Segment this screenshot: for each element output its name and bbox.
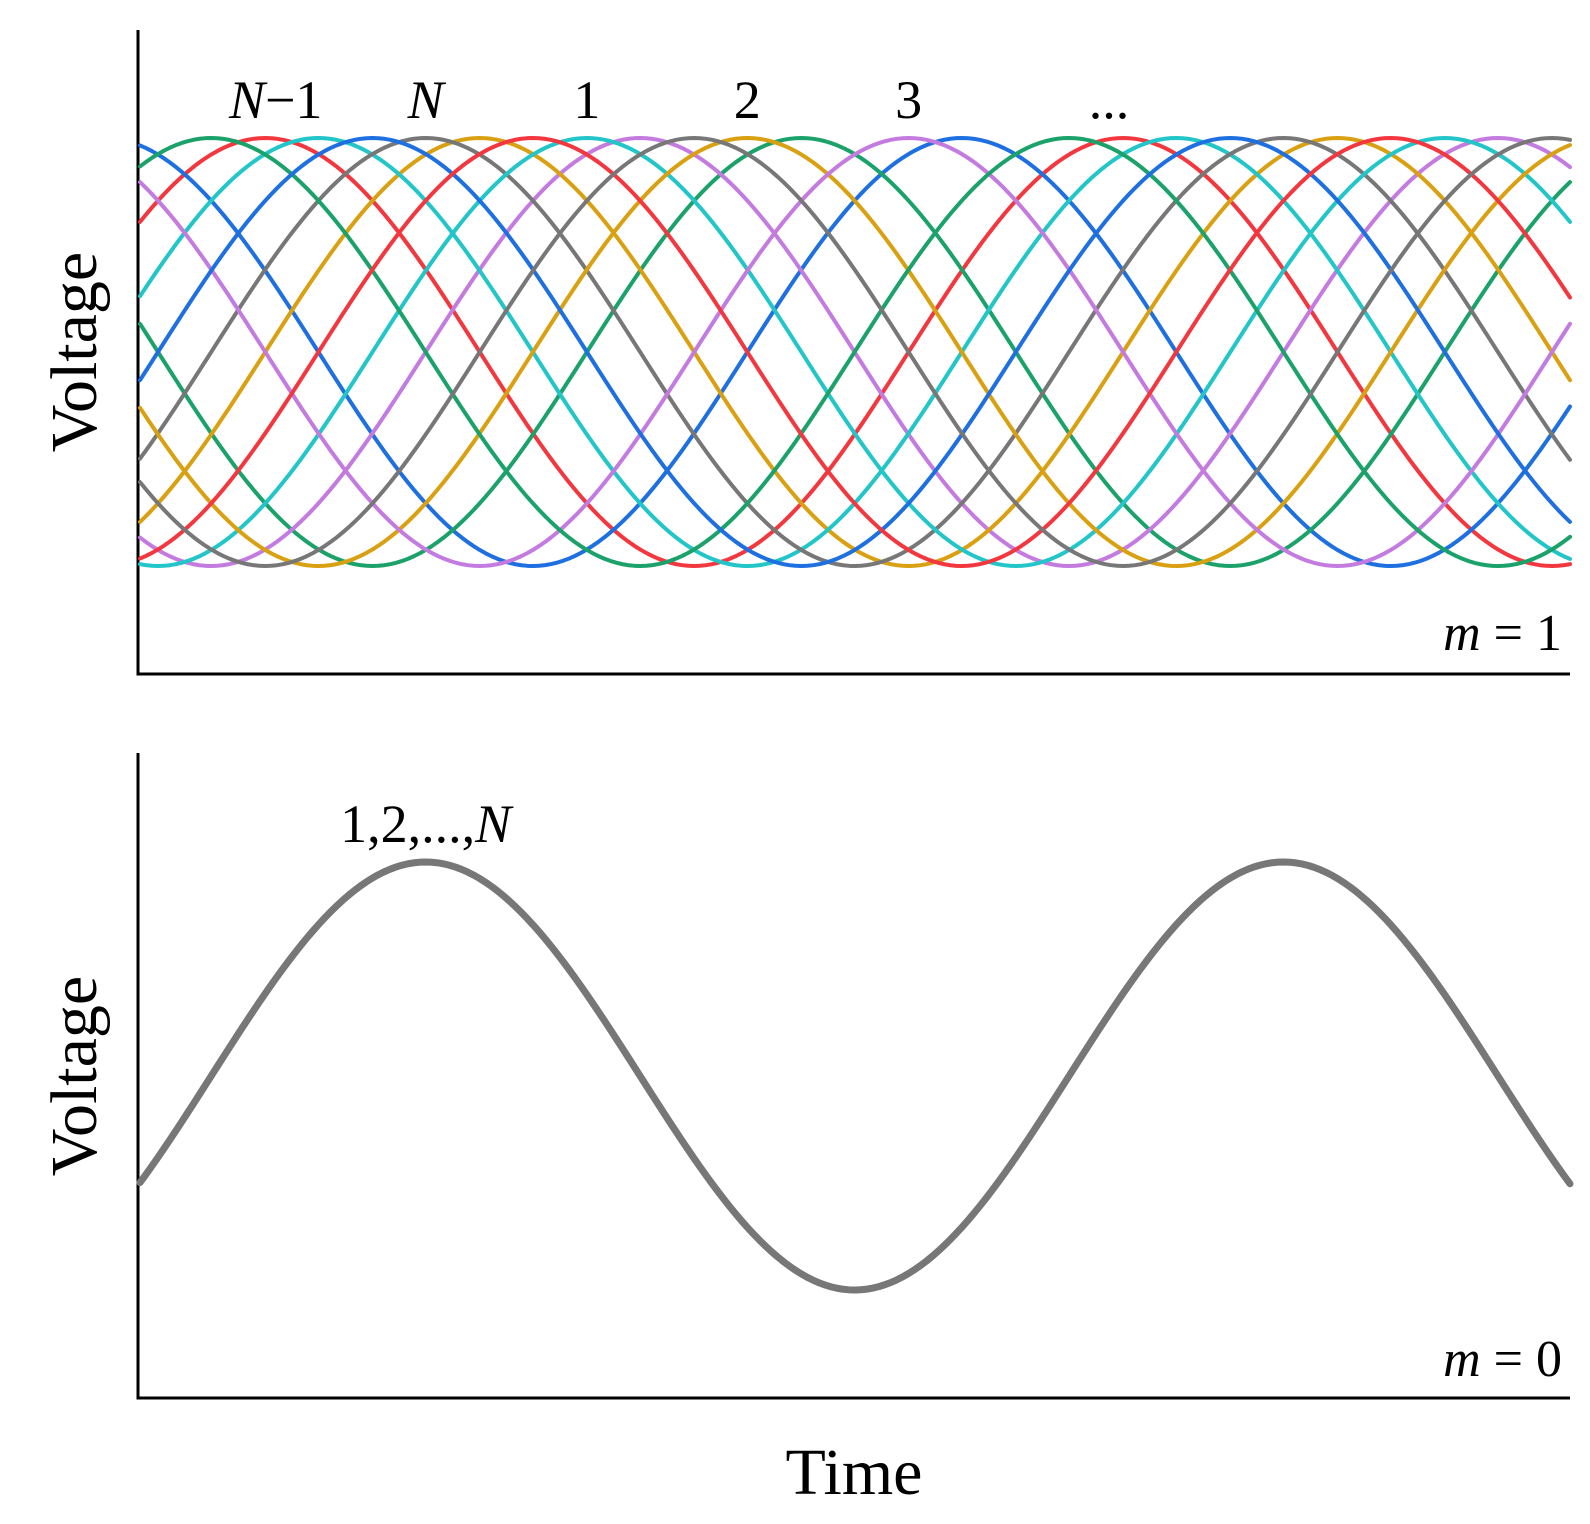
series-phase-label: 2 — [734, 70, 761, 130]
series-line — [138, 136, 1572, 568]
mode-label: m = 0 — [1443, 1331, 1562, 1388]
phase-label-part: 1 — [573, 70, 600, 130]
phase-label-part: 3 — [895, 70, 922, 130]
mode-label-value: = 1 — [1481, 605, 1562, 662]
series-line — [138, 136, 1572, 568]
series-phase-label: N — [407, 70, 447, 130]
series-line — [138, 136, 1572, 568]
y-axis-label: Voltage — [38, 252, 111, 452]
series-line — [136, 858, 1574, 1294]
series-line — [138, 136, 1572, 568]
series-group — [136, 858, 1574, 1294]
series-phase-label: 1,2,...,N — [340, 794, 514, 854]
chart-panel-m0: 1,2,...,N Voltage m = 0 Time — [38, 753, 1574, 1509]
phase-label-part: N — [407, 70, 447, 130]
mode-label-variable: m — [1443, 1331, 1481, 1388]
mode-label: m = 1 — [1443, 605, 1562, 662]
series-group — [138, 136, 1572, 568]
phase-label-part: 1,2,..., — [340, 794, 475, 854]
phase-label-part: N — [474, 794, 514, 854]
series-line — [138, 136, 1572, 568]
phase-label-part: −1 — [265, 70, 322, 130]
series-line — [138, 136, 1572, 568]
series-phase-label: N−1 — [228, 70, 323, 130]
mode-label-value: = 0 — [1481, 1331, 1562, 1388]
phase-label-part: 2 — [734, 70, 761, 130]
mode-label-variable: m — [1443, 605, 1481, 662]
series-phase-label: 1 — [573, 70, 600, 130]
chart-panel-m1: N−1 N 1 2 3... Voltage m = 1 — [38, 30, 1572, 676]
y-axis-label: Voltage — [38, 976, 111, 1176]
phase-label-part: N — [228, 70, 268, 130]
series-line — [138, 136, 1572, 568]
phase-label-part: ... — [1089, 70, 1130, 130]
series-phase-label: ... — [1089, 70, 1130, 130]
x-axis-label: Time — [786, 1436, 923, 1509]
series-phase-label: 3 — [895, 70, 922, 130]
phase-labels: N−1 N 1 2 3... — [228, 70, 1129, 130]
series-line — [138, 136, 1572, 568]
phase-labels: 1,2,...,N — [340, 794, 514, 854]
